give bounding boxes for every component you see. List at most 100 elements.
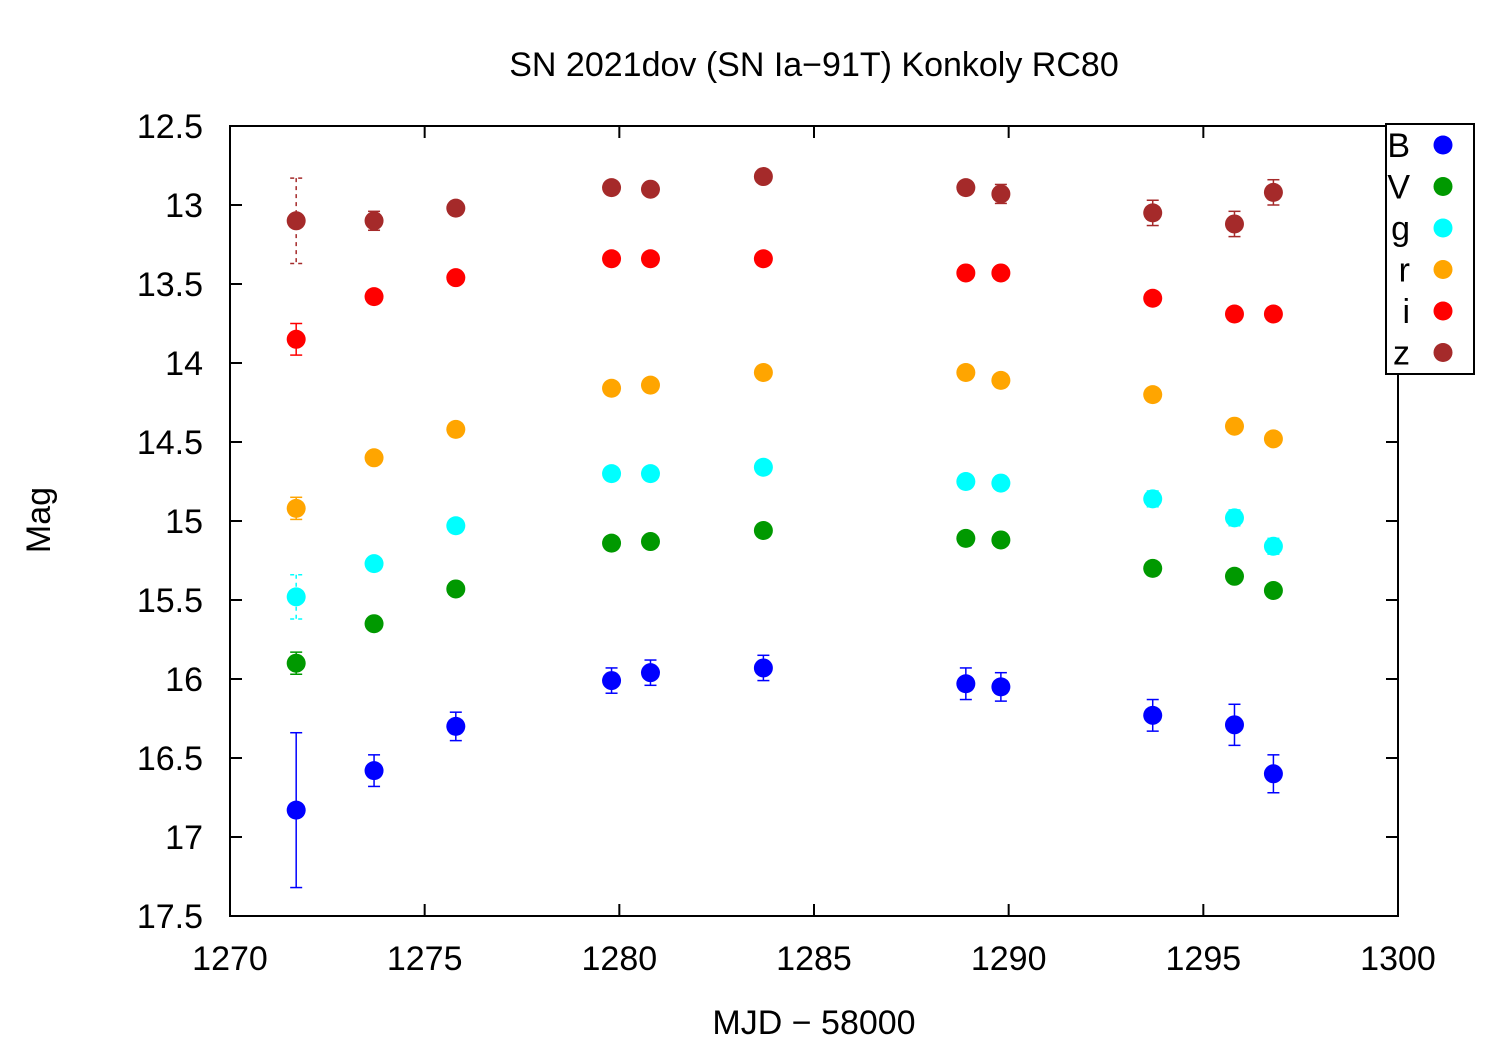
point-z (640, 179, 660, 199)
x-axis-label: MJD − 58000 (712, 1004, 915, 1042)
point-z (1143, 203, 1163, 223)
point-V (1263, 581, 1283, 601)
point-r (753, 362, 773, 382)
legend-label-i: i (1402, 293, 1410, 331)
legend-marker-z (1433, 343, 1453, 362)
point-z (1263, 182, 1283, 202)
y-tick-label: 13.5 (137, 266, 203, 304)
point-V (286, 653, 306, 673)
point-V (1224, 566, 1244, 586)
legend-label-g: g (1391, 210, 1410, 248)
point-B (753, 658, 773, 678)
point-g (991, 473, 1011, 493)
legend-marker-r (1433, 260, 1453, 279)
point-B (446, 716, 466, 736)
legend-marker-V (1433, 177, 1453, 196)
point-i (286, 329, 306, 349)
legend-label-z: z (1393, 335, 1410, 373)
point-B (1143, 705, 1163, 725)
legend-marker-i (1433, 301, 1453, 321)
point-r (956, 362, 976, 382)
legend-label-r: r (1399, 252, 1410, 290)
point-z (753, 167, 773, 187)
point-g (640, 464, 660, 484)
plot-frame (229, 125, 1399, 917)
point-r (602, 378, 622, 398)
point-B (1224, 715, 1244, 735)
x-tick-label: 1275 (387, 940, 463, 978)
point-g (1263, 536, 1283, 556)
point-r (1224, 416, 1244, 436)
point-g (286, 587, 306, 607)
point-V (1143, 558, 1163, 578)
y-tick-label: 15.5 (137, 582, 203, 620)
point-z (364, 211, 384, 231)
point-V (956, 528, 976, 548)
chart-title: SN 2021dov (SN Ia−91T) Konkoly RC80 (509, 46, 1118, 84)
legend-marker-g (1433, 218, 1453, 238)
point-g (364, 554, 384, 574)
point-B (364, 761, 384, 781)
point-z (1224, 214, 1244, 234)
y-tick-label: 14 (165, 345, 203, 383)
data-points (286, 167, 1283, 820)
x-tick-label: 1295 (1166, 940, 1242, 978)
point-i (1224, 304, 1244, 324)
legend-label-B: B (1387, 127, 1410, 165)
y-tick-label: 14.5 (137, 424, 203, 462)
point-i (602, 249, 622, 269)
point-i (364, 287, 384, 307)
point-V (640, 532, 660, 552)
point-g (446, 516, 466, 536)
y-tick-label: 17.5 (137, 898, 203, 936)
point-g (753, 457, 773, 477)
point-B (602, 671, 622, 691)
point-z (286, 211, 306, 231)
point-B (640, 663, 660, 683)
point-r (286, 498, 306, 518)
point-V (602, 533, 622, 553)
axis-ticks: 1270 1275 1280 1285 1290 1295 1300 12.5 13 13.5 14… (137, 108, 1436, 978)
y-tick-label: 17 (165, 819, 203, 857)
point-g (1224, 508, 1244, 528)
x-tick-label: 1285 (776, 940, 852, 978)
point-i (1263, 304, 1283, 324)
point-r (1143, 385, 1163, 405)
point-z (991, 184, 1011, 204)
point-B (991, 677, 1011, 697)
point-V (753, 520, 773, 540)
point-r (364, 448, 384, 468)
point-r (446, 419, 466, 439)
y-tick-label: 15 (165, 503, 203, 541)
y-tick-label: 16.5 (137, 740, 203, 778)
point-i (956, 263, 976, 283)
x-tick-label: 1300 (1360, 940, 1436, 978)
point-B (1263, 764, 1283, 784)
point-z (446, 198, 466, 218)
point-B (956, 674, 976, 694)
point-V (364, 614, 384, 634)
point-z (602, 178, 622, 198)
point-z (956, 178, 976, 198)
y-tick-label: 12.5 (137, 108, 203, 146)
point-V (446, 579, 466, 599)
point-g (956, 472, 976, 491)
error-bars (290, 171, 1280, 889)
y-tick-label: 16 (165, 661, 203, 699)
point-V (991, 530, 1011, 550)
point-B (286, 800, 306, 820)
point-i (1143, 288, 1163, 308)
point-i (753, 249, 773, 269)
point-i (991, 263, 1011, 283)
point-r (991, 370, 1011, 390)
point-i (446, 268, 466, 288)
point-r (640, 375, 660, 395)
x-tick-label: 1270 (192, 940, 268, 978)
legend-marker-B (1433, 135, 1453, 155)
point-i (640, 249, 660, 269)
y-axis-label: Mag (20, 487, 58, 553)
point-g (602, 464, 622, 484)
point-r (1263, 429, 1283, 449)
